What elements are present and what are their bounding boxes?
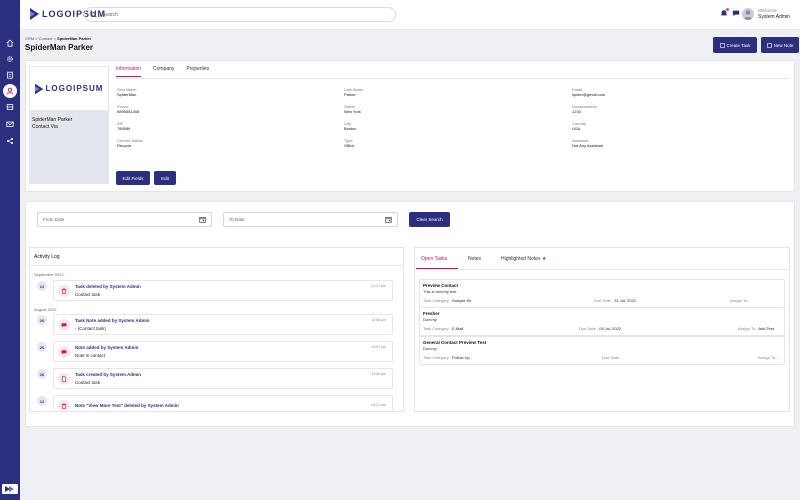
new-note-button[interactable]: New Note — [761, 37, 799, 53]
activity-entry[interactable]: Task Note added by System Admin - (Conta… — [53, 314, 393, 335]
log-day-badge: 26 — [37, 315, 47, 325]
star-icon: ★ — [541, 256, 547, 262]
field-street: Street New York — [344, 104, 361, 114]
note-icon — [766, 42, 772, 48]
task-card[interactable]: Preview Contact This is dummy test Task … — [419, 279, 785, 308]
field-housenumber: Housenumber 1234 — [572, 104, 598, 114]
log-day-badge: 26 — [37, 342, 47, 352]
field-city: City Boston — [344, 121, 357, 131]
activity-log-title: Activity Log — [34, 254, 60, 260]
field-first-name: First Name SpiderMan — [117, 87, 137, 97]
breadcrumb-current: SpiderMan Parker — [57, 36, 92, 41]
trash-icon — [58, 400, 70, 412]
activity-entry[interactable]: Task deleted by System Admin Contact tas… — [53, 280, 393, 301]
search-icon — [91, 11, 97, 18]
breadcrumb: CRM > Contact > SpiderMan Parker — [25, 36, 92, 41]
task-card[interactable]: General Contact Preview Test Dummy Task … — [419, 336, 785, 365]
tab-information[interactable]: Information — [116, 66, 142, 77]
mail-icon[interactable] — [3, 117, 17, 131]
chat-icon — [58, 346, 70, 358]
chat-icon[interactable] — [732, 9, 740, 17]
contact-logo: LOGOIPSUM — [29, 66, 109, 111]
calendar-icon[interactable] — [199, 216, 206, 223]
share-icon[interactable] — [3, 134, 17, 148]
field-phone: Phone 5895551408 — [117, 104, 140, 114]
sidebar-logo — [2, 484, 18, 494]
logo-text: LOGOIPSUM — [42, 9, 107, 19]
clear-search-button[interactable]: Clear Search — [409, 212, 450, 227]
breadcrumb-contact[interactable]: Contact — [38, 36, 53, 41]
field-zip: ZIP 789589 — [117, 121, 131, 131]
user-welcome[interactable]: Welcome System Admin — [758, 8, 790, 20]
tab-divider — [116, 78, 789, 79]
log-day-badge: 12 — [37, 281, 47, 291]
contact-tabs: Information Company Properties — [116, 66, 209, 77]
activity-entry[interactable]: Note added by System Admin Note in conta… — [53, 341, 393, 362]
field-email: Email spider@gmail.com — [572, 87, 606, 97]
month-label: August 2022 — [34, 307, 57, 312]
tab-notes[interactable]: Notes — [468, 256, 482, 262]
field-type: Type Office — [344, 138, 355, 148]
tab-properties[interactable]: Properties — [186, 66, 210, 72]
page-title: SpiderMan Parker — [25, 43, 94, 52]
create-task-button[interactable]: Create Task — [713, 37, 757, 53]
contact-info-card — [25, 60, 795, 192]
avatar[interactable] — [742, 8, 754, 20]
sidebar — [0, 0, 20, 500]
activity-entry[interactable]: Task created by System Admin Contact tas… — [53, 368, 393, 389]
tab-highlighted-notes[interactable]: Highlighted Notes ★ — [501, 256, 547, 262]
layers-icon[interactable] — [3, 100, 17, 114]
user-icon[interactable] — [3, 84, 17, 98]
contact-summary-panel: LOGOIPSUM SpiderMan Parker Contact Via — [29, 66, 109, 184]
tab-open-tasks[interactable]: Open Tasks — [421, 256, 448, 262]
search-bar[interactable] — [84, 7, 396, 22]
field-assistant: Assistant Not Any Assistant — [572, 138, 604, 148]
home-icon[interactable] — [3, 36, 17, 50]
logo-mark-icon — [34, 83, 43, 94]
notification-dot — [726, 8, 729, 11]
contact-name: SpiderMan Parker Contact Via — [32, 117, 73, 130]
search-input[interactable] — [102, 11, 382, 18]
chat-icon — [58, 319, 70, 331]
breadcrumb-crm[interactable]: CRM — [25, 36, 35, 41]
tab-company[interactable]: Company — [153, 66, 175, 72]
log-day-badge: 26 — [37, 369, 47, 379]
clipboard-icon[interactable] — [3, 68, 17, 82]
edit-button[interactable]: Edit — [154, 171, 176, 185]
task-icon — [719, 42, 725, 48]
month-label: September 2022 — [34, 272, 64, 277]
app-logo[interactable]: LOGOIPSUM — [30, 8, 106, 20]
top-header: LOGOIPSUM Welcome System Admin — [20, 0, 800, 30]
edit-fields-button[interactable]: Edit Fields — [116, 171, 150, 185]
logo-mark-icon — [30, 8, 39, 20]
log-day-badge: 12 — [37, 396, 47, 406]
user-name: System Admin — [758, 14, 790, 20]
field-current-status: Current Status Recycle — [117, 138, 143, 148]
gear-icon[interactable] — [3, 52, 17, 66]
field-last-name: Last Name Parker — [344, 87, 364, 97]
task-card[interactable]: Fresher Dummy Task Category : E-Mail Due… — [419, 307, 785, 336]
bell-icon[interactable] — [720, 8, 729, 17]
activity-entry[interactable]: Note "View More Test" deleted by System … — [53, 395, 393, 412]
to-date-field[interactable]: To Date — [223, 212, 398, 227]
trash-icon — [58, 285, 70, 297]
field-country: Country USA — [572, 121, 587, 131]
welcome-label: Welcome — [758, 8, 777, 13]
calendar-icon[interactable] — [385, 216, 392, 223]
active-tab-indicator — [416, 268, 458, 269]
file-icon — [58, 373, 70, 385]
from-date-field[interactable]: From Date — [37, 212, 212, 227]
